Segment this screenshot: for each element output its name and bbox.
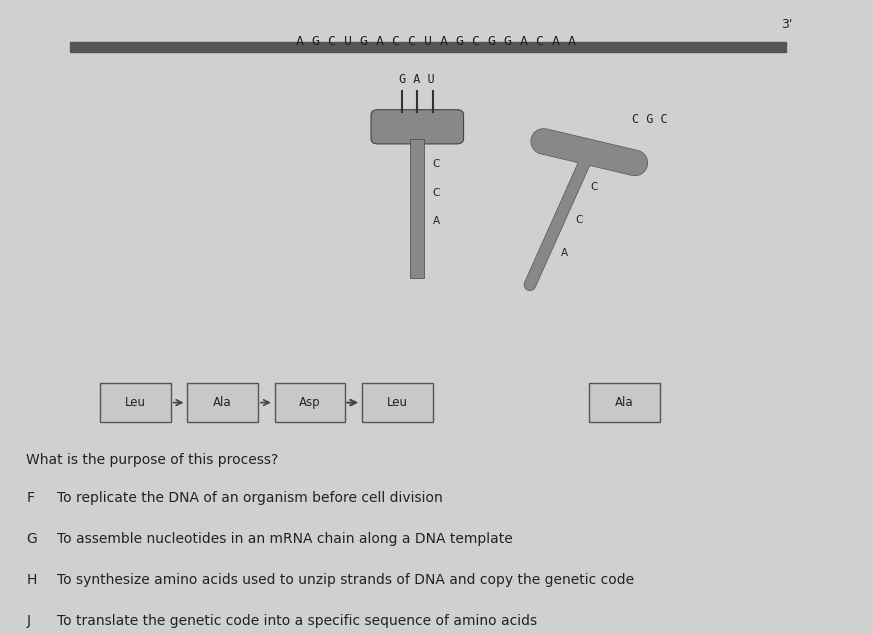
Text: A G C U G A C C U A G C G G A C A A: A G C U G A C C U A G C G G A C A A	[297, 35, 576, 48]
FancyBboxPatch shape	[371, 110, 464, 144]
Text: Asp: Asp	[299, 396, 320, 409]
FancyBboxPatch shape	[100, 383, 170, 422]
Text: C: C	[433, 188, 440, 198]
Text: What is the purpose of this process?: What is the purpose of this process?	[26, 453, 278, 467]
Text: Ala: Ala	[615, 396, 634, 409]
Text: G A U: G A U	[400, 74, 435, 86]
Text: H: H	[26, 573, 37, 587]
Text: Ala: Ala	[213, 396, 232, 409]
FancyBboxPatch shape	[362, 383, 433, 422]
Text: J: J	[26, 614, 31, 628]
FancyBboxPatch shape	[274, 383, 345, 422]
Text: C: C	[433, 159, 440, 169]
Text: F: F	[26, 491, 34, 505]
Bar	[70, 42, 786, 52]
Text: C: C	[575, 215, 583, 225]
Text: To translate the genetic code into a specific sequence of amino acids: To translate the genetic code into a spe…	[57, 614, 537, 628]
Text: Leu: Leu	[387, 396, 408, 409]
Text: To replicate the DNA of an organism before cell division: To replicate the DNA of an organism befo…	[57, 491, 443, 505]
Text: A: A	[433, 216, 440, 226]
Text: Leu: Leu	[125, 396, 146, 409]
Text: C: C	[590, 181, 598, 191]
FancyBboxPatch shape	[187, 383, 258, 422]
Text: To synthesize amino acids used to unzip strands of DNA and copy the genetic code: To synthesize amino acids used to unzip …	[57, 573, 634, 587]
Text: 3': 3'	[781, 18, 793, 30]
FancyBboxPatch shape	[588, 383, 660, 422]
Text: To assemble nucleotides in an mRNA chain along a DNA template: To assemble nucleotides in an mRNA chain…	[57, 532, 512, 546]
Text: C G C: C G C	[632, 113, 668, 126]
Text: G: G	[26, 532, 37, 546]
Bar	[410, 139, 424, 278]
Text: A: A	[560, 248, 568, 258]
